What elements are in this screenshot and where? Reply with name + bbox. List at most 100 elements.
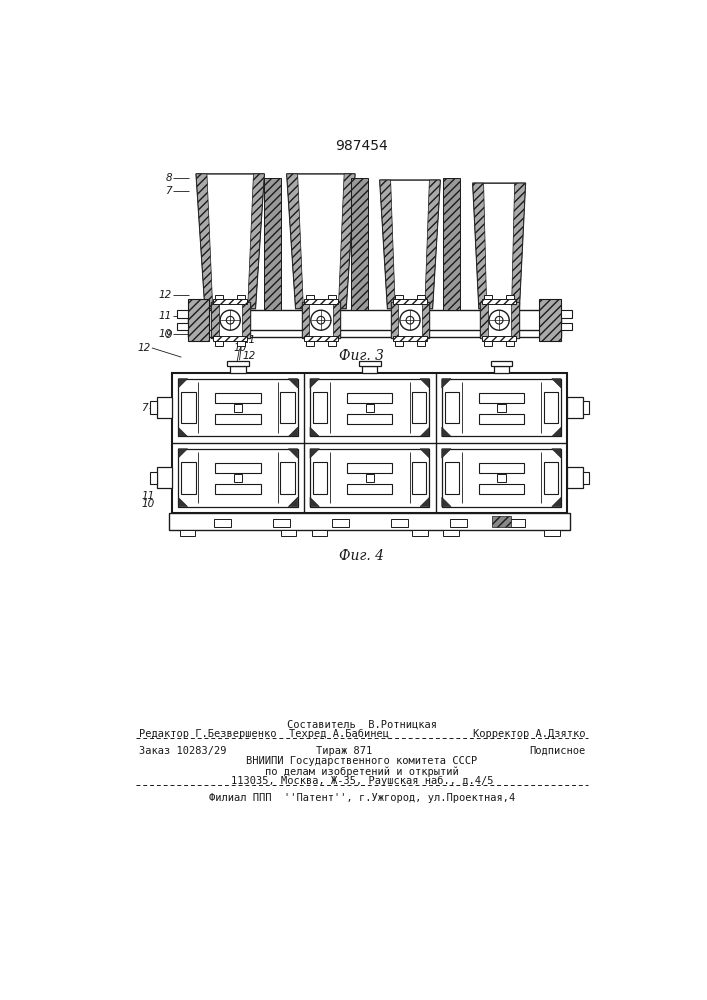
Bar bbox=[366, 404, 374, 412]
Text: по делам изобретений и открытий: по делам изобретений и открытий bbox=[265, 766, 459, 777]
Bar bbox=[450, 519, 467, 527]
Polygon shape bbox=[310, 379, 320, 388]
Text: 12: 12 bbox=[159, 290, 172, 300]
Bar bbox=[313, 392, 327, 423]
Polygon shape bbox=[442, 427, 451, 436]
Bar bbox=[347, 484, 392, 494]
Bar bbox=[484, 341, 492, 346]
Bar bbox=[347, 463, 392, 473]
Text: 7: 7 bbox=[141, 403, 147, 413]
Bar bbox=[539, 299, 561, 341]
Text: 8: 8 bbox=[165, 173, 172, 183]
Circle shape bbox=[495, 316, 503, 324]
Circle shape bbox=[489, 310, 509, 330]
Bar bbox=[151, 472, 156, 484]
Bar bbox=[332, 302, 340, 338]
Bar bbox=[479, 484, 524, 494]
Circle shape bbox=[226, 316, 234, 324]
Bar bbox=[492, 516, 510, 527]
Bar bbox=[172, 373, 567, 513]
Text: Филиал ППП  ''Патент'', г.Ужгород, ул.Проектная,4: Филиал ППП ''Патент'', г.Ужгород, ул.Про… bbox=[209, 793, 515, 803]
Bar bbox=[412, 530, 428, 536]
Polygon shape bbox=[178, 497, 187, 507]
Bar bbox=[213, 299, 247, 304]
Bar bbox=[237, 341, 245, 346]
Bar bbox=[391, 302, 398, 338]
Text: 11: 11 bbox=[159, 311, 172, 321]
Text: 10: 10 bbox=[159, 329, 172, 339]
Bar bbox=[417, 341, 425, 346]
Polygon shape bbox=[552, 427, 561, 436]
Polygon shape bbox=[473, 183, 525, 309]
Polygon shape bbox=[380, 180, 440, 309]
Polygon shape bbox=[420, 497, 429, 507]
Circle shape bbox=[406, 316, 414, 324]
Polygon shape bbox=[425, 180, 440, 309]
Text: Фиг. 4: Фиг. 4 bbox=[339, 549, 385, 563]
Text: 12: 12 bbox=[243, 351, 256, 361]
Polygon shape bbox=[442, 449, 451, 458]
Polygon shape bbox=[339, 174, 355, 309]
Bar bbox=[508, 519, 525, 527]
Text: 10: 10 bbox=[142, 499, 155, 509]
Polygon shape bbox=[287, 174, 355, 309]
Polygon shape bbox=[288, 379, 298, 388]
Bar bbox=[359, 361, 380, 366]
Text: Подписное: Подписное bbox=[530, 746, 586, 756]
Bar bbox=[445, 392, 460, 423]
Bar bbox=[177, 310, 187, 318]
Bar bbox=[484, 295, 492, 299]
Bar bbox=[393, 299, 427, 304]
Bar bbox=[351, 178, 368, 310]
Bar bbox=[493, 366, 509, 373]
Bar bbox=[182, 462, 196, 494]
Circle shape bbox=[400, 310, 420, 330]
Polygon shape bbox=[178, 379, 187, 388]
Text: 11: 11 bbox=[243, 335, 256, 345]
Bar bbox=[215, 463, 261, 473]
Polygon shape bbox=[310, 449, 320, 458]
Bar bbox=[281, 530, 296, 536]
Bar bbox=[443, 530, 459, 536]
Bar bbox=[230, 366, 246, 373]
Bar bbox=[479, 463, 524, 473]
Bar bbox=[395, 295, 403, 299]
Text: 113035, Москва, Ж-35, Раушская наб., д.4/5: 113035, Москва, Ж-35, Раушская наб., д.4… bbox=[230, 776, 493, 786]
Bar bbox=[301, 302, 340, 338]
Bar bbox=[583, 401, 589, 414]
Bar bbox=[214, 519, 231, 527]
Polygon shape bbox=[247, 174, 264, 309]
Bar bbox=[177, 323, 187, 330]
Bar bbox=[306, 295, 314, 299]
Polygon shape bbox=[287, 174, 303, 309]
Polygon shape bbox=[442, 497, 451, 507]
Circle shape bbox=[220, 310, 240, 330]
Bar bbox=[234, 404, 242, 412]
Polygon shape bbox=[196, 174, 213, 309]
Bar bbox=[442, 449, 561, 507]
Bar bbox=[567, 397, 583, 418]
Bar bbox=[211, 302, 218, 338]
Bar bbox=[421, 302, 429, 338]
Bar bbox=[498, 474, 506, 482]
Polygon shape bbox=[552, 449, 561, 458]
Bar bbox=[301, 302, 309, 338]
Bar bbox=[180, 530, 195, 536]
Bar bbox=[187, 328, 561, 337]
Bar bbox=[313, 462, 327, 494]
Bar bbox=[480, 302, 488, 338]
Bar bbox=[544, 328, 561, 337]
Polygon shape bbox=[442, 379, 451, 388]
Bar bbox=[412, 392, 426, 423]
Bar bbox=[417, 295, 425, 299]
Bar bbox=[395, 341, 403, 346]
Polygon shape bbox=[420, 427, 429, 436]
Bar bbox=[304, 299, 338, 304]
Text: 987454: 987454 bbox=[336, 139, 388, 153]
Bar bbox=[561, 310, 572, 318]
Polygon shape bbox=[420, 449, 429, 458]
Bar bbox=[182, 392, 196, 423]
Polygon shape bbox=[310, 427, 320, 436]
Bar bbox=[227, 361, 249, 366]
Polygon shape bbox=[473, 183, 486, 309]
